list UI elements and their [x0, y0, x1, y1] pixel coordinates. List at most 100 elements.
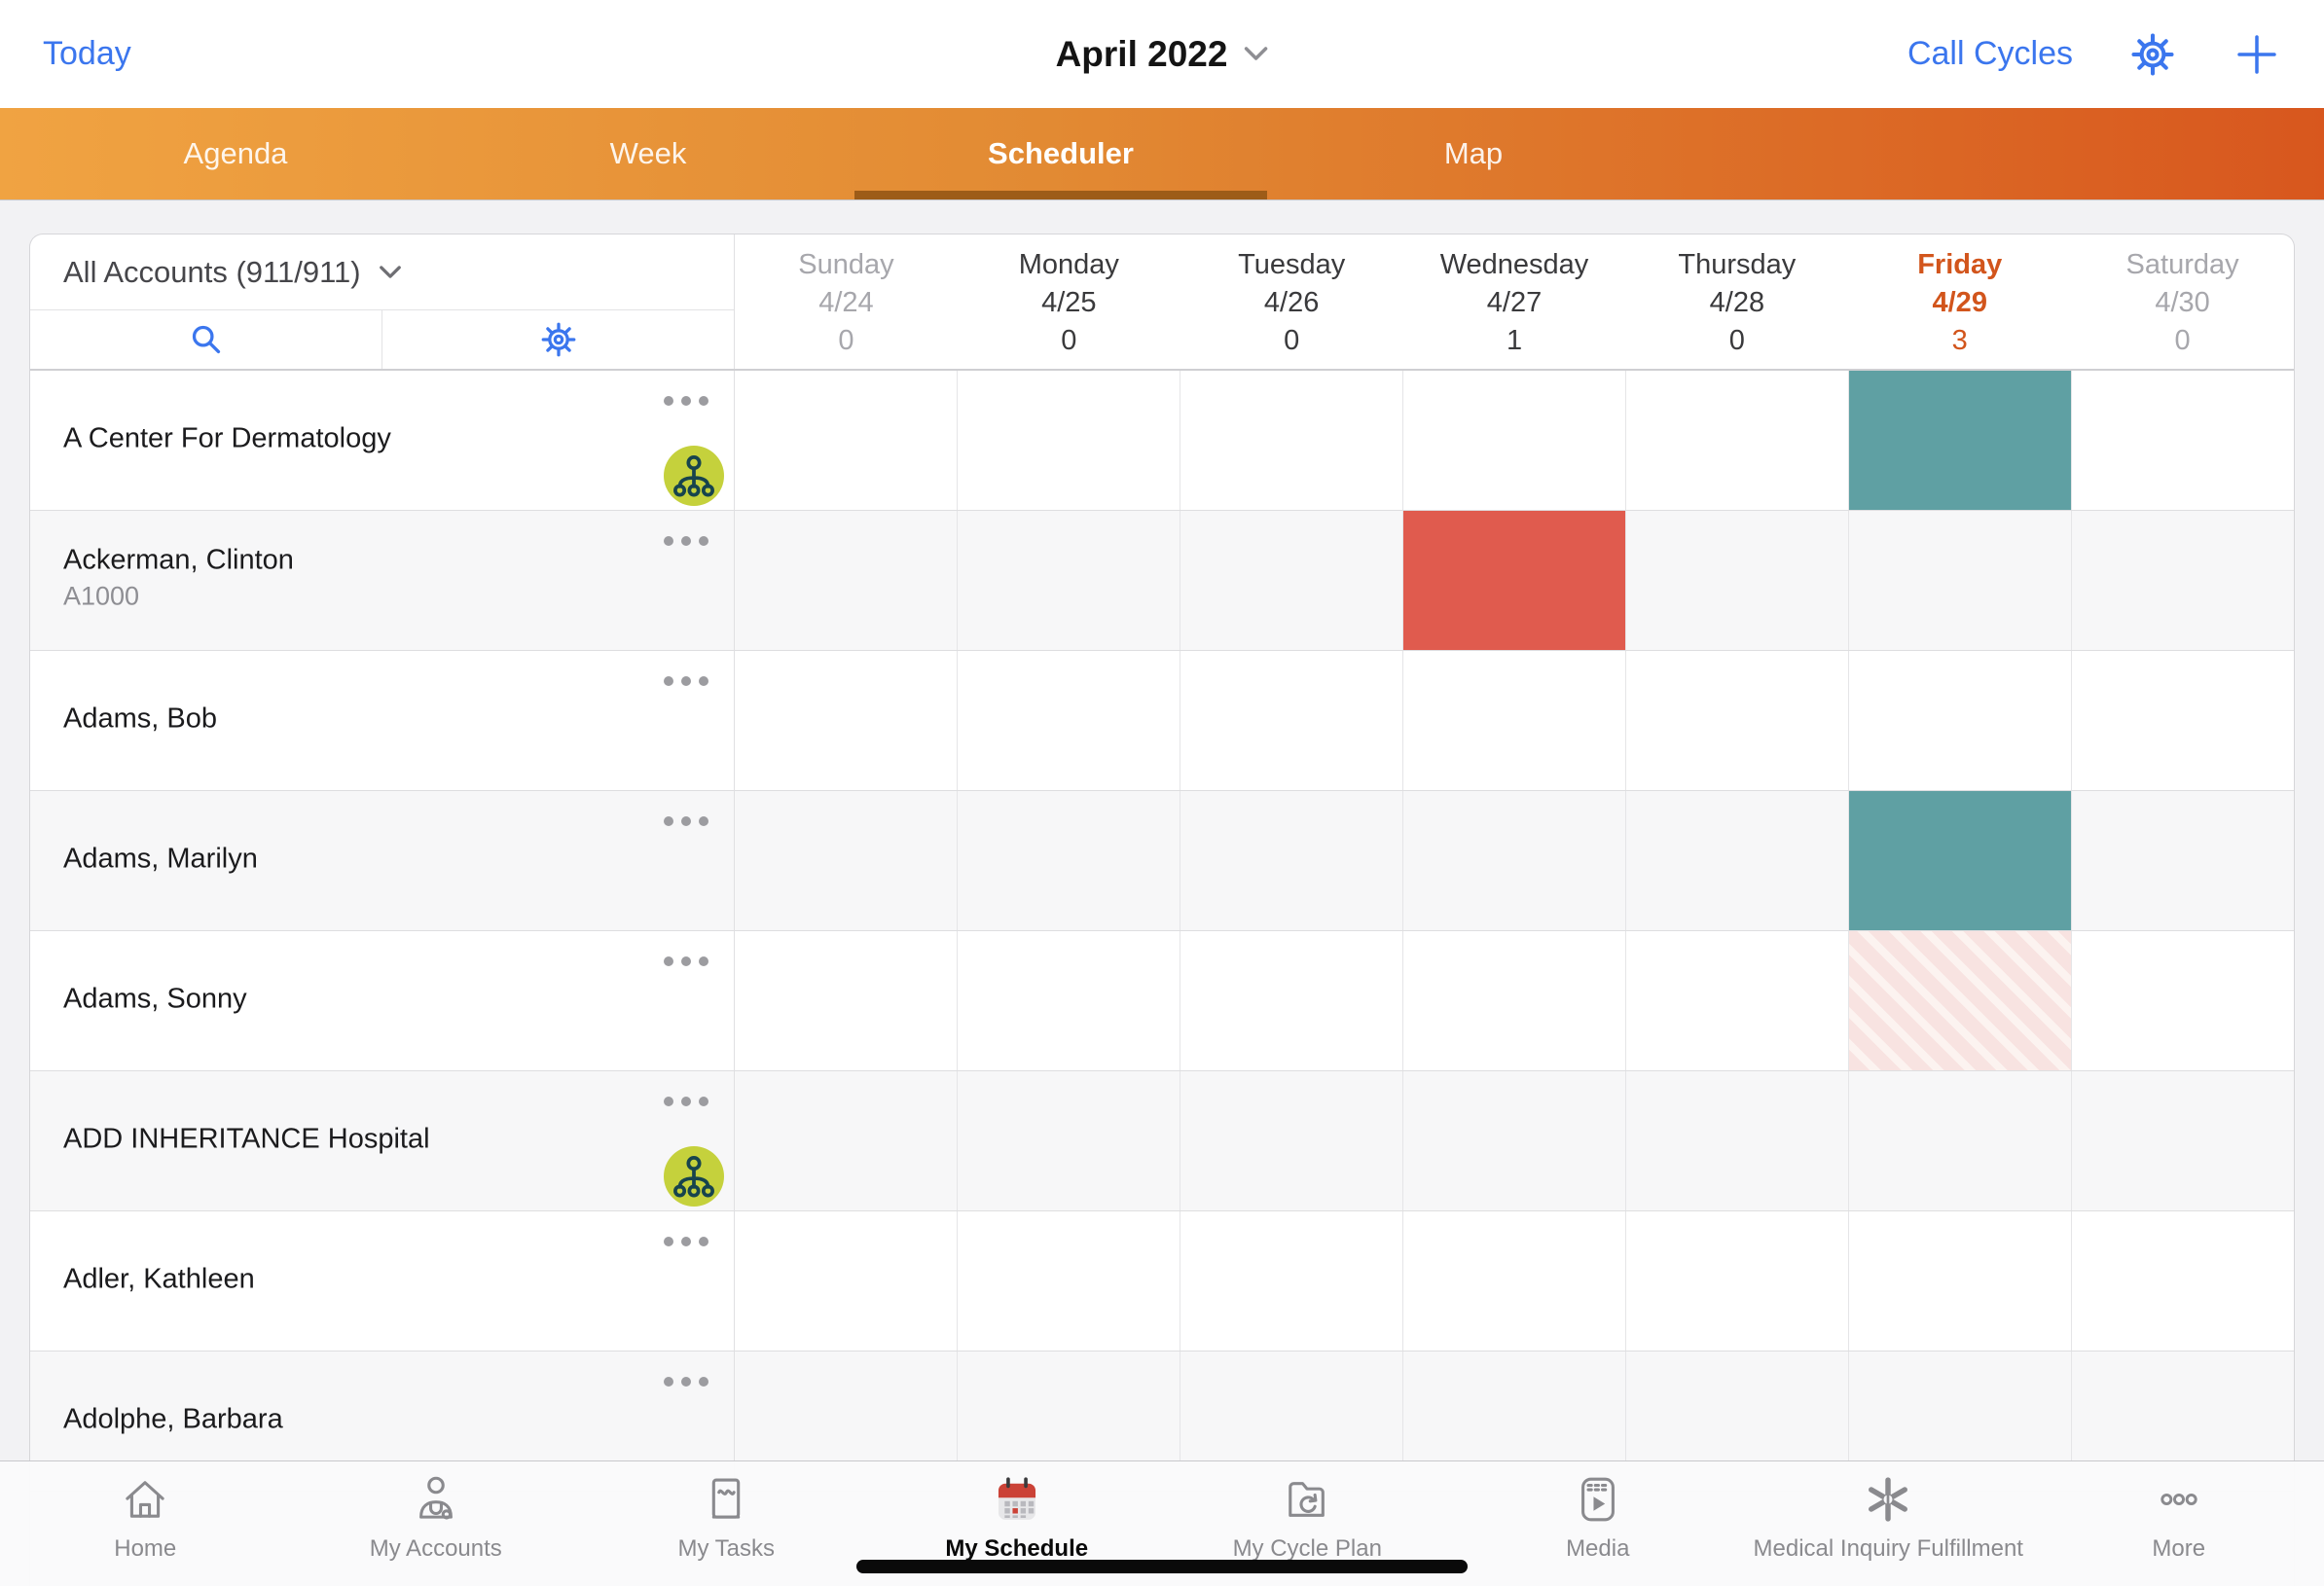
row-actions-ellipsis[interactable] [664, 536, 708, 546]
account-cell[interactable]: ADD INHERITANCE Hospital [30, 1071, 735, 1210]
day-cell[interactable] [1626, 931, 1849, 1070]
row-actions-ellipsis[interactable] [664, 956, 708, 966]
day-cell[interactable] [1626, 1211, 1849, 1351]
day-name: Sunday [798, 249, 894, 280]
day-cell[interactable] [958, 1211, 1180, 1351]
row-actions-ellipsis[interactable] [664, 816, 708, 826]
day-cell[interactable] [1403, 371, 1626, 510]
day-cell[interactable] [1626, 651, 1849, 790]
day-cell[interactable] [735, 511, 958, 650]
day-cell[interactable] [958, 651, 1180, 790]
day-cell[interactable] [735, 791, 958, 930]
day-cell[interactable] [1403, 1211, 1626, 1351]
day-cell[interactable] [2072, 371, 2294, 510]
more-ellipsis-icon [2151, 1469, 2207, 1530]
nav-home[interactable]: Home [0, 1461, 291, 1586]
nav-my-tasks[interactable]: My Tasks [581, 1461, 872, 1586]
day-cell[interactable] [958, 511, 1180, 650]
home-indicator-handle[interactable] [856, 1560, 1468, 1573]
account-cell[interactable]: A Center For Dermatology [30, 371, 735, 510]
day-cell[interactable] [2072, 791, 2294, 930]
day-cell[interactable] [2072, 511, 2294, 650]
day-cell[interactable] [1180, 651, 1403, 790]
add-plus-icon[interactable] [2233, 30, 2281, 79]
search-accounts-button[interactable] [30, 310, 381, 369]
tab-map[interactable]: Map [1267, 108, 1680, 199]
day-cell[interactable] [1403, 1071, 1626, 1210]
day-cell[interactable] [1849, 511, 2072, 650]
row-actions-ellipsis[interactable] [664, 676, 708, 686]
day-cell[interactable] [1180, 1352, 1403, 1491]
day-cell[interactable] [735, 371, 958, 510]
org-hierarchy-badge[interactable] [664, 446, 724, 506]
day-cell[interactable] [1626, 371, 1849, 510]
day-cell[interactable] [958, 1071, 1180, 1210]
account-filter-dropdown[interactable]: All Accounts (911/911) [30, 234, 734, 310]
day-cell[interactable] [1849, 651, 2072, 790]
day-cell[interactable] [735, 1071, 958, 1210]
settings-gear-icon[interactable] [2127, 29, 2178, 80]
day-cell[interactable] [1626, 1071, 1849, 1210]
nav-media[interactable]: Media [1453, 1461, 1744, 1586]
day-cell[interactable] [735, 1211, 958, 1351]
day-cell[interactable] [2072, 1071, 2294, 1210]
org-hierarchy-badge[interactable] [664, 1146, 724, 1207]
row-actions-ellipsis[interactable] [664, 1097, 708, 1106]
event-cell-call-suggested[interactable] [1849, 931, 2072, 1070]
account-cell[interactable]: Ackerman, Clinton A1000 [30, 511, 735, 650]
call-cycles-button[interactable]: Call Cycles [1906, 35, 2073, 72]
month-selector[interactable]: April 2022 [1056, 0, 1269, 108]
nav-my-schedule[interactable]: My Schedule [872, 1461, 1163, 1586]
nav-my-cycle-plan[interactable]: My Cycle Plan [1162, 1461, 1453, 1586]
day-name: Monday [1018, 249, 1119, 280]
panel-settings-button[interactable] [381, 310, 734, 369]
account-name: Adams, Bob [63, 703, 217, 735]
day-cell[interactable] [1403, 791, 1626, 930]
day-name: Saturday [2125, 249, 2239, 280]
day-cell[interactable] [735, 1352, 958, 1491]
day-cell[interactable] [2072, 931, 2294, 1070]
day-cell[interactable] [958, 371, 1180, 510]
day-cell[interactable] [735, 931, 958, 1070]
day-cell[interactable] [1403, 1352, 1626, 1491]
row-actions-ellipsis[interactable] [664, 1237, 708, 1246]
account-cell[interactable]: Adler, Kathleen [30, 1211, 735, 1351]
event-cell-call-scheduled[interactable] [1849, 371, 2072, 510]
row-actions-ellipsis[interactable] [664, 1377, 708, 1387]
account-cell[interactable]: Adams, Sonny [30, 931, 735, 1070]
day-cell[interactable] [735, 651, 958, 790]
day-cell[interactable] [2072, 651, 2294, 790]
day-cell[interactable] [2072, 1211, 2294, 1351]
nav-more[interactable]: More [2034, 1461, 2324, 1586]
tab-scheduler[interactable]: Scheduler [854, 108, 1267, 199]
day-cell[interactable] [1849, 1352, 2072, 1491]
day-cell[interactable] [1180, 371, 1403, 510]
day-cell[interactable] [1403, 651, 1626, 790]
day-cell[interactable] [1849, 1071, 2072, 1210]
day-cell[interactable] [1180, 1071, 1403, 1210]
day-cell[interactable] [1180, 1211, 1403, 1351]
nav-my-accounts[interactable]: My Accounts [291, 1461, 582, 1586]
day-cell[interactable] [1626, 1352, 1849, 1491]
tab-agenda[interactable]: Agenda [29, 108, 442, 199]
account-cell[interactable]: Adams, Bob [30, 651, 735, 790]
day-cell[interactable] [1626, 511, 1849, 650]
day-cell[interactable] [1180, 931, 1403, 1070]
day-cell[interactable] [958, 1352, 1180, 1491]
event-cell-call-scheduled[interactable] [1849, 791, 2072, 930]
day-cell[interactable] [958, 791, 1180, 930]
day-cell[interactable] [958, 931, 1180, 1070]
day-cell[interactable] [1180, 791, 1403, 930]
day-cell[interactable] [1180, 511, 1403, 650]
tab-week[interactable]: Week [442, 108, 854, 199]
day-cell[interactable] [1849, 1211, 2072, 1351]
account-row: Adams, Bob [30, 651, 2294, 791]
account-cell[interactable]: Adolphe, Barbara [30, 1352, 735, 1491]
row-actions-ellipsis[interactable] [664, 396, 708, 406]
day-cell[interactable] [1403, 931, 1626, 1070]
nav-medical-inquiry-fulfillment[interactable]: Medical Inquiry Fulfillment [1743, 1461, 2034, 1586]
day-cell[interactable] [1626, 791, 1849, 930]
today-button[interactable]: Today [43, 35, 131, 72]
event-cell-call-missed[interactable] [1403, 511, 1626, 650]
account-cell[interactable]: Adams, Marilyn [30, 791, 735, 930]
